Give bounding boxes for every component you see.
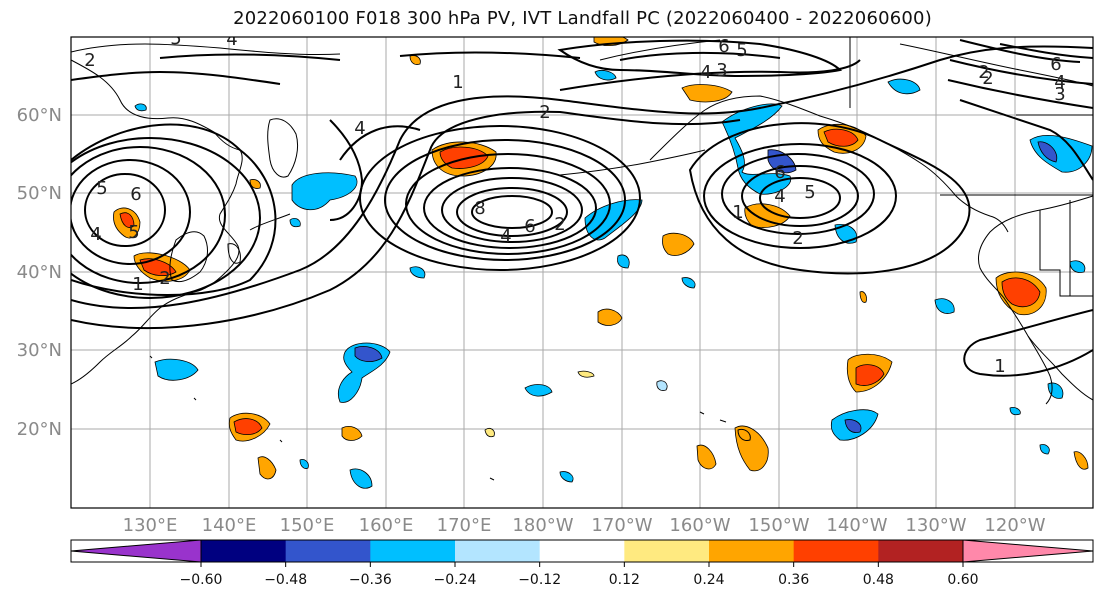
contour-label: 5 [170, 28, 181, 49]
contour-label: 6 [524, 216, 535, 237]
contour-label: 2 [982, 68, 993, 89]
lon-label: 120°W [984, 515, 1045, 536]
colorbar-tick-label: −0.36 [349, 572, 392, 588]
pv-contours [71, 39, 1093, 377]
contour-label: 4 [700, 62, 711, 83]
contour-label: 3 [1054, 84, 1065, 105]
lat-label: 60°N [17, 105, 62, 126]
contour-label: 4 [1054, 72, 1065, 93]
lon-label: 160°E [359, 515, 414, 536]
contour-label: 5 [96, 178, 107, 199]
lon-label: 150°W [748, 515, 809, 536]
positive-anomaly-shading [113, 37, 1089, 480]
lat-label: 50°N [17, 183, 62, 204]
colorbar-tick-label: −0.48 [264, 572, 307, 588]
lat-label: 20°N [17, 419, 62, 440]
contour-label: 1 [132, 274, 143, 295]
colorbar-tick-label: −0.60 [180, 572, 223, 588]
figure-title: 2022060100 F018 300 hPa PV, IVT Landfall… [233, 8, 932, 29]
contour-label: 2 [539, 102, 550, 123]
lon-label: 140°W [826, 515, 887, 536]
colorbar-segment [709, 540, 795, 562]
colorbar-tick-label: 0.24 [693, 572, 724, 588]
contour-label: 2 [792, 228, 803, 249]
colorbar-segment [793, 540, 879, 562]
contour-label: 6 [1050, 54, 1061, 75]
lon-label: 150°E [280, 515, 335, 536]
colorbar-segment [878, 540, 964, 562]
colorbar-tick-label: 0.48 [863, 572, 894, 588]
contour-label: 5 [804, 182, 815, 203]
colorbar-tick-label: 0.12 [609, 572, 640, 588]
lon-label: 170°E [437, 515, 492, 536]
contour-label: 3 [716, 60, 727, 81]
colorbar-segment [370, 540, 456, 562]
contour-label: 4 [90, 224, 101, 245]
contour-label: 2 [978, 62, 989, 83]
contour-label: 1 [452, 72, 463, 93]
lat-label: 30°N [17, 340, 62, 361]
colorbar-tick-label: 0.60 [947, 572, 978, 588]
contour-label: 2 [159, 268, 170, 289]
latitude-labels: 60°N 50°N 40°N 30°N 20°N [17, 105, 62, 440]
contour-label: 2 [554, 214, 565, 235]
lon-label: 140°E [202, 515, 257, 536]
colorbar: −0.60 −0.48 −0.36 −0.24 −0.12 0.12 0.24 0.36 0.4… [70, 539, 1094, 588]
longitude-labels: 130°E 140°E 150°E 160°E 170°E 180°W 170°… [123, 515, 1046, 536]
colorbar-extend-min [70, 539, 202, 563]
contour-label: 6 [130, 184, 141, 205]
negative-anomaly-shading [134, 70, 1093, 489]
colorbar-tick-label: −0.24 [434, 572, 477, 588]
contour-label: 8 [474, 198, 485, 219]
map-frame [70, 36, 1094, 509]
contour-label: 1 [994, 356, 1005, 377]
lon-label: 160°W [669, 515, 730, 536]
contour-label: 6 [774, 162, 785, 183]
colorbar-extend-max [962, 539, 1094, 563]
lon-label: 170°W [591, 515, 652, 536]
contour-label: 4 [226, 29, 237, 50]
colorbar-segment [201, 540, 287, 562]
lon-label: 180°W [512, 515, 573, 536]
colorbar-tick-label: −0.12 [518, 572, 561, 588]
contour-label: 4 [500, 226, 511, 247]
lon-label: 130°E [123, 515, 178, 536]
colorbar-tick-label: 0.36 [778, 572, 809, 588]
contour-label: 1 [732, 202, 743, 223]
contour-label: 2 [84, 50, 95, 71]
contour-label: 5 [128, 222, 139, 243]
lon-label: 130°W [905, 515, 966, 536]
contour-label: 4 [354, 118, 365, 139]
colorbar-frame [70, 539, 1094, 563]
lat-label: 40°N [17, 262, 62, 283]
colorbar-segment [285, 540, 371, 562]
colorbar-segment [624, 540, 710, 562]
contour-label: 6 [718, 36, 729, 57]
contour-label: 5 [736, 40, 747, 61]
colorbar-segment [539, 540, 625, 562]
colorbar-segment [455, 540, 541, 562]
contour-label: 4 [774, 186, 785, 207]
